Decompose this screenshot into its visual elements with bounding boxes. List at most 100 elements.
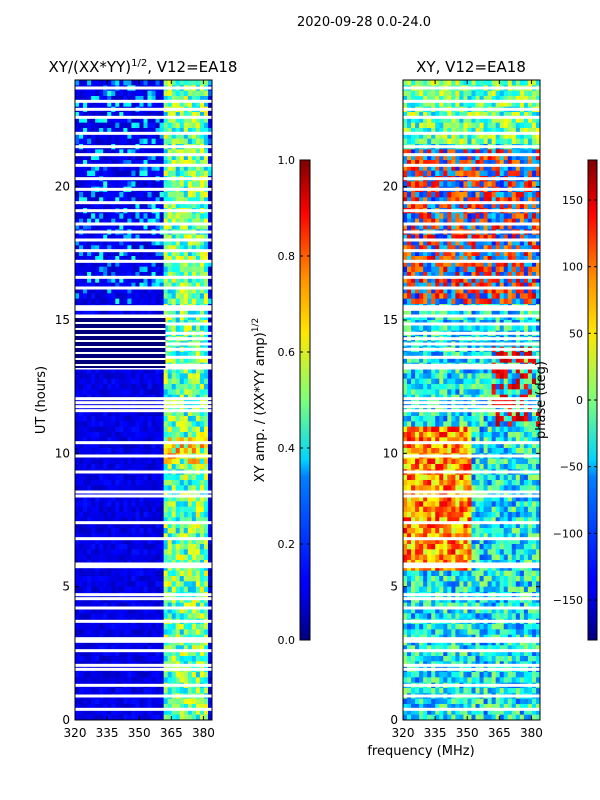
x-tick-label: 350: [128, 726, 151, 740]
flag-line: [403, 209, 540, 213]
flag-line: [75, 441, 212, 445]
flag-line: [403, 163, 540, 167]
left-colorbar-gradient: [299, 159, 311, 641]
figure-suptitle: 2020-09-28 0.0-24.0: [297, 15, 431, 30]
x-tick-label: 350: [456, 726, 479, 740]
flag-line: [403, 565, 540, 569]
flag-line: [75, 565, 212, 569]
colorbar-tick-label: 150: [562, 194, 583, 207]
colorbar-tick-label: −50: [560, 461, 583, 474]
flag-line: [403, 494, 540, 498]
right-colorbar-label: phase (deg): [534, 361, 549, 439]
flag-line: [403, 177, 540, 181]
flag-line: [75, 177, 212, 181]
flag-line: [403, 187, 540, 191]
flag-line: [403, 663, 540, 667]
y-tick-label: 0: [62, 713, 70, 727]
flag-line: [403, 86, 540, 90]
flag-line: [403, 99, 540, 103]
flag-line: [75, 201, 212, 205]
flag-line: [403, 331, 540, 335]
flag-line: [75, 707, 212, 711]
flag-line: [403, 405, 540, 409]
flag-line: [403, 694, 540, 698]
flag-line: [403, 355, 540, 359]
flag-line: [75, 259, 212, 263]
colorbar-tick-label: 100: [562, 261, 583, 274]
flag-line: [75, 107, 212, 111]
flag-line: [75, 222, 212, 226]
flag-line: [403, 683, 540, 687]
x-tick-label: 335: [424, 726, 447, 740]
flag-line: [75, 490, 212, 494]
flag-line: [75, 397, 212, 401]
colorbar-tick-label: −100: [553, 527, 583, 540]
left-colorbar: 0.0 0.2 0.4 0.6 0.8 1.0 XY amp. / (XX*YY amp)…: [251, 154, 311, 647]
flag-line: [75, 163, 212, 167]
flag-line: [403, 115, 540, 119]
flag-line: [75, 86, 212, 90]
flag-line: [403, 619, 540, 623]
flag-line: [75, 286, 212, 290]
left-cb-label-sup: 1/2: [251, 318, 261, 332]
flag-line: [75, 667, 212, 671]
flag-line: [403, 307, 540, 311]
flag-line: [403, 153, 540, 157]
colorbar-tick-label: 0.8: [278, 250, 296, 263]
y-tick-label: 10: [383, 446, 398, 460]
left-cb-label-main: XY amp. / (XX*YY amp): [253, 332, 268, 482]
right-panel: XY, V12=EA18 320 335 350 365 380 0 5 10 15 20: [383, 58, 543, 740]
flag-line: [75, 230, 212, 234]
flag-line: [403, 305, 540, 309]
left-colorbar-ticks: 0.0 0.2 0.4 0.6 0.8 1.0: [278, 154, 310, 647]
y-tick-label: 5: [62, 580, 70, 594]
flag-line: [75, 187, 212, 191]
x-tick-label: 335: [96, 726, 119, 740]
flag-line: [403, 337, 540, 341]
flag-line: [75, 597, 212, 601]
flag-line: [75, 131, 212, 135]
flag-line: [403, 649, 540, 653]
flag-line: [403, 441, 540, 445]
flag-line: [75, 637, 212, 641]
left-heatmap: [75, 80, 212, 720]
flag-line: [403, 259, 540, 263]
flag-line: [403, 238, 540, 242]
flag-line: [75, 401, 212, 405]
flag-line: [75, 209, 212, 213]
colorbar-tick-label: 1.0: [278, 154, 296, 167]
colorbar-tick-label: 50: [569, 327, 583, 340]
x-tick-label: 320: [392, 726, 415, 740]
flag-line: [403, 562, 540, 566]
left-colorbar-label: XY amp. / (XX*YY amp)1/2: [251, 318, 268, 482]
colorbar-tick-label: 0.0: [278, 634, 296, 647]
left-title-main: XY/(XX*YY): [49, 58, 132, 76]
x-tick-label: 320: [64, 726, 87, 740]
flag-line: [75, 454, 212, 458]
flag-line: [75, 145, 212, 149]
colorbar-tick-label: 0.2: [278, 538, 296, 551]
flag-line: [75, 639, 212, 643]
flag-line: [75, 593, 212, 597]
x-tick-label: 365: [160, 726, 183, 740]
right-panel-title: XY, V12=EA18: [416, 58, 526, 76]
flag-line: [403, 409, 540, 413]
right-plot-frame: [402, 79, 541, 721]
y-tick-label: 10: [55, 446, 70, 460]
y-tick-label: 0: [390, 713, 398, 727]
flag-line: [403, 342, 540, 346]
flag-line: [403, 286, 540, 290]
flag-line: [75, 494, 212, 498]
flag-line: [403, 201, 540, 205]
colorbar-tick-label: 0.6: [278, 346, 296, 359]
x-tick-label: 380: [192, 726, 215, 740]
flag-line: [403, 397, 540, 401]
right-colorbar: −150 −100 −50 0 50 100 150 phase (deg): [534, 159, 598, 641]
flag-line: [75, 521, 212, 525]
flag-line: [403, 249, 540, 253]
left-panel: XY/(XX*YY)1/2, V12=EA18 320 335 350 365 380 0…: [34, 58, 237, 740]
flag-line: [403, 322, 540, 326]
flag-line: [75, 249, 212, 253]
flag-line: [75, 619, 212, 623]
flag-line: [403, 707, 540, 711]
